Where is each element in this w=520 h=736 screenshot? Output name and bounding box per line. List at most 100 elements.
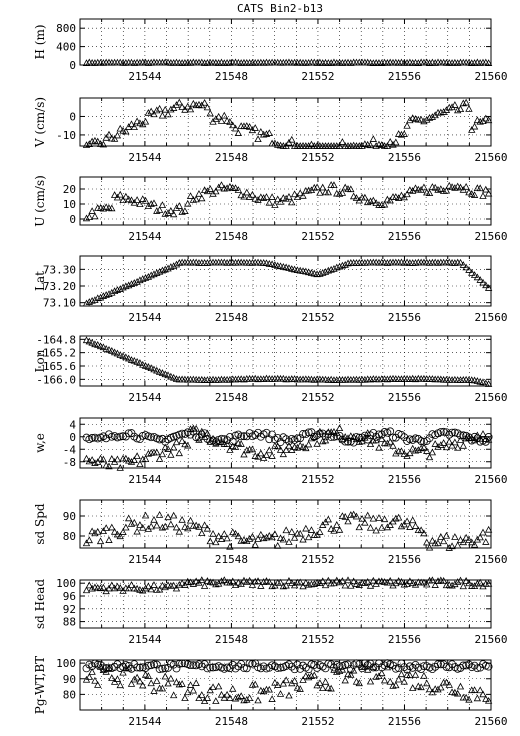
circle-marker xyxy=(169,432,178,441)
triangle-marker xyxy=(352,677,361,685)
triangle-marker xyxy=(231,529,240,537)
y-tick-label: 4 xyxy=(69,418,76,431)
triangle-marker xyxy=(468,269,476,276)
triangle-marker xyxy=(172,58,181,66)
triangle-marker xyxy=(378,435,386,442)
triangle-marker xyxy=(184,102,192,110)
triangle-marker xyxy=(265,578,273,586)
circle-marker xyxy=(251,431,260,439)
triangle-marker xyxy=(223,184,231,192)
triangle-marker xyxy=(476,578,484,586)
triangle-marker xyxy=(358,514,366,522)
triangle-marker xyxy=(288,135,296,143)
triangle-marker xyxy=(184,199,192,207)
triangle-marker xyxy=(341,676,349,684)
panel-frame xyxy=(79,335,492,387)
x-tick-label: 21560 xyxy=(474,311,507,324)
circle-marker xyxy=(147,433,156,442)
triangle-marker xyxy=(175,449,183,457)
triangle-marker xyxy=(462,434,470,442)
y-tick-label: -164.8 xyxy=(36,333,76,346)
triangle-marker xyxy=(155,455,164,462)
triangle-marker xyxy=(167,105,175,113)
triangle-marker xyxy=(85,536,93,544)
triangle-marker xyxy=(122,282,130,290)
triangle-marker xyxy=(110,191,119,198)
triangle-marker xyxy=(366,440,375,448)
triangle-marker xyxy=(279,450,288,458)
triangle-marker xyxy=(349,577,358,585)
triangle-marker xyxy=(425,189,434,197)
triangle-marker xyxy=(119,668,127,676)
circle-marker xyxy=(259,662,268,671)
triangle-marker xyxy=(198,576,206,584)
triangle-marker xyxy=(383,578,392,586)
triangle-marker xyxy=(102,133,110,141)
triangle-marker xyxy=(428,113,437,120)
triangle-marker xyxy=(212,538,220,546)
triangle-marker xyxy=(122,192,130,200)
triangle-marker xyxy=(164,209,172,216)
triangle-marker xyxy=(468,126,476,133)
triangle-marker xyxy=(127,581,136,588)
triangle-marker xyxy=(226,542,234,550)
triangle-marker xyxy=(220,530,228,537)
triangle-marker xyxy=(378,523,386,531)
circle-marker xyxy=(335,662,344,671)
triangle-marker xyxy=(411,670,420,678)
triangle-marker xyxy=(262,533,271,541)
triangle-marker xyxy=(310,671,318,679)
triangle-marker xyxy=(335,578,344,586)
triangle-marker xyxy=(229,528,237,536)
triangle-marker xyxy=(347,59,355,66)
circle-marker xyxy=(285,660,293,669)
circle-marker xyxy=(99,432,108,441)
triangle-marker xyxy=(279,582,288,590)
circle-marker xyxy=(99,664,108,673)
triangle-marker xyxy=(164,679,172,687)
triangle-marker xyxy=(91,676,99,684)
triangle-marker xyxy=(96,663,105,670)
circle-marker xyxy=(152,660,161,669)
circle-marker xyxy=(172,664,181,673)
triangle-marker xyxy=(349,192,358,200)
circle-marker xyxy=(293,660,302,669)
circle-marker xyxy=(155,435,164,444)
triangle-marker xyxy=(344,576,352,584)
triangle-marker xyxy=(130,518,138,526)
triangle-marker xyxy=(248,445,257,453)
circle-marker xyxy=(158,664,167,673)
x-tick-label: 21548 xyxy=(215,553,248,566)
triangle-marker xyxy=(122,454,130,462)
triangle-marker xyxy=(417,683,425,691)
circle-marker xyxy=(400,663,409,671)
x-tick-label: 21560 xyxy=(474,70,507,83)
triangle-marker xyxy=(231,124,240,132)
circle-marker xyxy=(245,659,254,668)
triangle-marker xyxy=(161,210,169,217)
triangle-marker xyxy=(234,532,243,540)
triangle-marker xyxy=(293,443,302,451)
triangle-marker xyxy=(257,582,265,589)
triangle-marker xyxy=(420,443,428,451)
triangle-marker xyxy=(290,677,299,684)
triangle-marker xyxy=(184,688,192,696)
circle-marker xyxy=(256,664,265,673)
triangle-marker xyxy=(428,576,437,584)
triangle-marker xyxy=(91,459,99,466)
triangle-marker xyxy=(335,525,344,533)
triangle-marker xyxy=(105,130,113,138)
figure-title: CATS Bin2-b13 xyxy=(237,2,323,15)
triangle-marker xyxy=(271,530,279,538)
triangle-marker xyxy=(465,188,473,196)
triangle-marker xyxy=(355,523,363,531)
y-tick-label: -165.6 xyxy=(36,360,76,373)
circle-marker xyxy=(107,432,116,441)
triangle-marker xyxy=(251,541,259,548)
y-tick-label: 0 xyxy=(69,431,76,444)
triangle-marker xyxy=(133,452,141,460)
triangle-marker xyxy=(158,201,167,209)
panel-sd-spd: 80 90 21544 21548 21552 21556 21560 sd Spd xyxy=(33,499,508,566)
triangle-marker xyxy=(127,457,136,465)
